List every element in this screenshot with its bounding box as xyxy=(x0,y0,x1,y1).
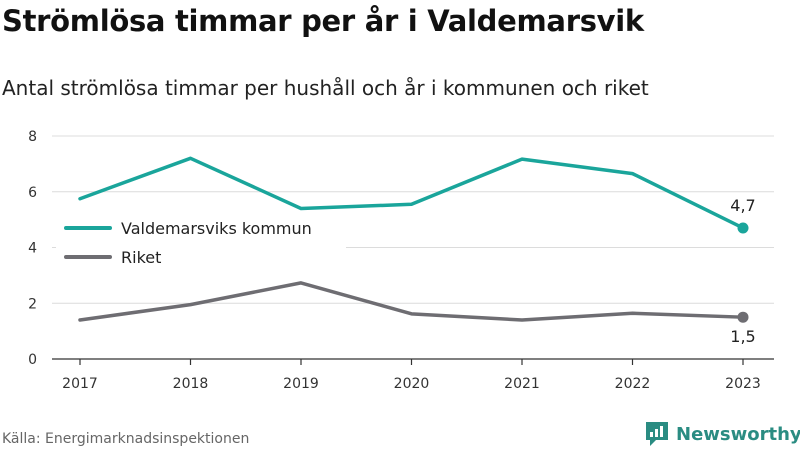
y-tick-label: 6 xyxy=(28,185,37,201)
newsworthy-logo-icon xyxy=(646,422,668,446)
x-tick-label: 2021 xyxy=(504,376,540,392)
x-tick-label: 2019 xyxy=(283,376,319,392)
brand-name: Newsworthy xyxy=(676,423,800,445)
series-line-0 xyxy=(78,156,745,230)
brand-logo: Newsworthy xyxy=(644,420,800,448)
data-label-1: 1,5 xyxy=(730,327,755,346)
data-label-0: 4,7 xyxy=(730,196,755,215)
y-axis-ticks: 0 2 4 6 8 xyxy=(28,129,37,368)
chart-title: Strömlösa timmar per år i Valdemarsvik xyxy=(2,4,644,38)
y-tick-label: 4 xyxy=(28,241,37,257)
x-tick-label: 2023 xyxy=(725,376,761,392)
series-end-point-0 xyxy=(737,222,749,234)
x-axis: 2017 2018 2019 2020 2021 2022 2023 xyxy=(52,358,774,392)
source-note: Källa: Energimarknadsinspektionen xyxy=(2,431,250,447)
series-end-point-1 xyxy=(737,311,749,323)
series-lines: 4,7 1,5 xyxy=(78,156,756,346)
x-tick-label: 2018 xyxy=(173,376,209,392)
legend-label-0: Valdemarsviks kommun xyxy=(121,219,312,238)
y-tick-label: 0 xyxy=(28,352,37,368)
series-line-1 xyxy=(78,281,745,322)
y-tick-label: 8 xyxy=(28,129,37,145)
legend: Valdemarsviks kommun Riket xyxy=(56,211,346,271)
y-tick-label: 2 xyxy=(28,296,37,312)
legend-label-1: Riket xyxy=(121,248,161,267)
x-tick-label: 2017 xyxy=(62,376,98,392)
x-tick-label: 2022 xyxy=(615,376,651,392)
x-tick-label: 2020 xyxy=(394,376,430,392)
chart-subtitle: Antal strömlösa timmar per hushåll och å… xyxy=(2,76,649,100)
grid-lines xyxy=(52,135,774,304)
legend-background xyxy=(56,211,346,271)
